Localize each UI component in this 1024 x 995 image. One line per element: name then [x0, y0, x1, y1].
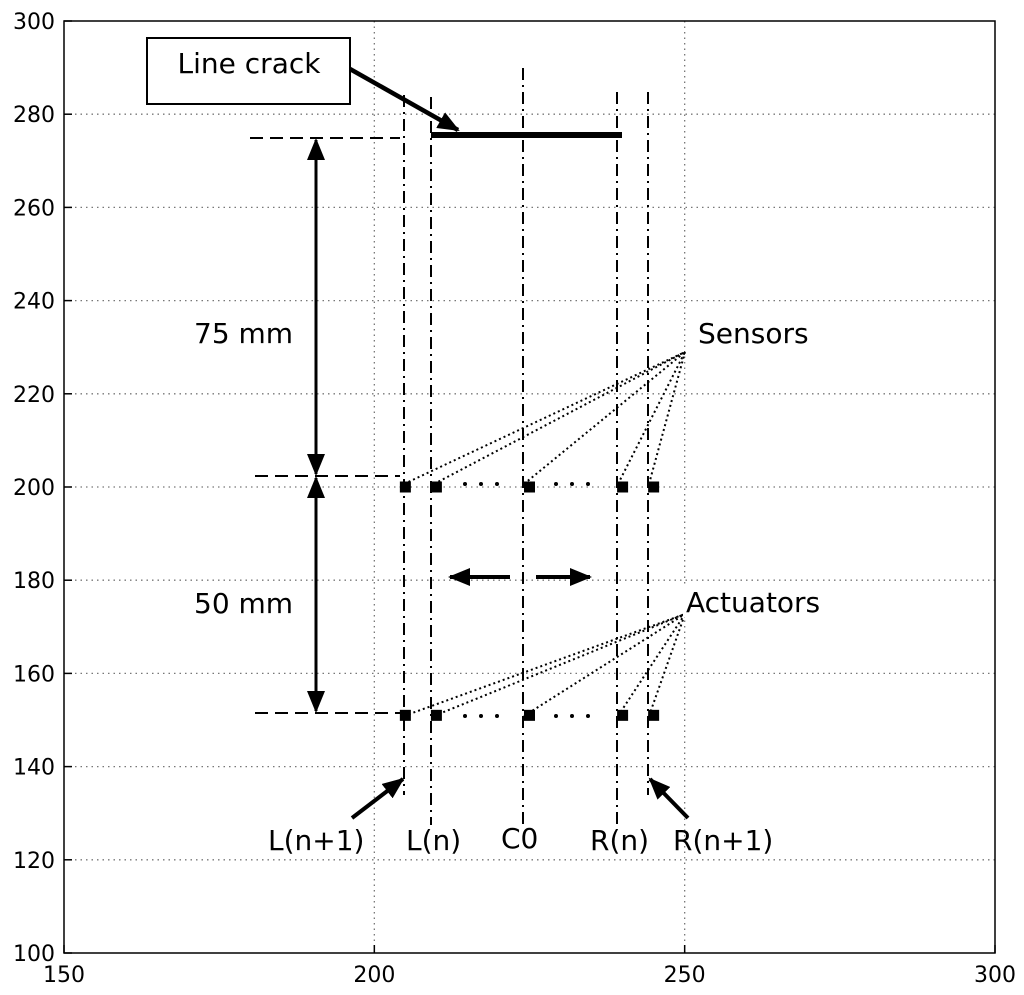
sensor-fan-lines: [403, 351, 686, 485]
actuators-label-bg: [683, 585, 833, 617]
line-crack-label: Line crack: [178, 47, 322, 80]
x-tick-label: 250: [664, 963, 706, 988]
dim-75-label: 75 mm: [194, 317, 293, 350]
rn1-pointer-arrow: [648, 777, 690, 820]
x-tick-label: 300: [974, 963, 1016, 988]
line-crack-pointer: [348, 67, 460, 132]
ln1-pointer-arrow: [350, 777, 405, 820]
dim-50-label-bg: [190, 588, 308, 618]
y-tick-label: 300: [13, 10, 55, 35]
axes-frame: [63, 20, 996, 954]
grid: [64, 21, 995, 953]
actuator-fan-lines: [403, 613, 686, 717]
dim-50-label: 50 mm: [194, 587, 293, 620]
scan-label-r-n1: R(n+1): [673, 824, 773, 857]
scan-label-r-n: R(n): [590, 824, 649, 857]
y-tick-label: 280: [13, 103, 55, 128]
actuator-marker: [648, 709, 660, 721]
actuator-marker: [430, 709, 442, 721]
actuator-row-dots: [463, 714, 590, 718]
x-tick-label: 200: [353, 963, 395, 988]
y-tick-label: 120: [13, 849, 55, 874]
sensors-label: Sensors: [698, 317, 809, 350]
y-tick-label: 260: [13, 196, 55, 221]
sensor-marker: [617, 481, 629, 493]
actuators-label: Actuators: [686, 586, 820, 619]
scan-label-c0: C0: [501, 822, 538, 855]
sensor-row-dots: [463, 482, 590, 486]
y-tick-label: 240: [13, 290, 55, 315]
sensors: [399, 481, 660, 493]
x-tick-label: 150: [43, 963, 85, 988]
scan-label-l-n1: L(n+1): [268, 824, 364, 857]
actuators: [399, 709, 660, 721]
sensor-marker: [399, 481, 411, 493]
y-tick-label: 180: [13, 569, 55, 594]
actuator-marker: [524, 709, 535, 721]
actuator-marker: [399, 709, 411, 721]
sensor-marker: [648, 481, 660, 493]
axis-ticks: 150 200 250 300 100 120 140 160 180 200 220 240 260 2…: [13, 10, 1016, 988]
y-tick-label: 200: [13, 476, 55, 501]
dim-75-label-bg: [190, 318, 308, 348]
scan-label-l-n: L(n): [406, 824, 461, 857]
sensor-marker: [524, 481, 535, 493]
y-tick-label: 140: [13, 756, 55, 781]
sensor-marker: [430, 481, 442, 493]
y-tick-label: 100: [13, 942, 55, 967]
y-tick-label: 160: [13, 662, 55, 687]
y-tick-label: 220: [13, 383, 55, 408]
scan-lines: [403, 68, 649, 825]
actuator-marker: [617, 709, 629, 721]
dimension-extensions: [250, 137, 400, 714]
